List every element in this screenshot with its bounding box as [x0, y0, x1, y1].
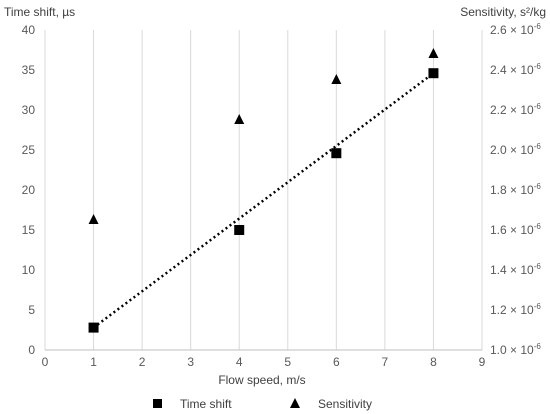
point-sensitivity [331, 74, 342, 84]
point-time-shift [234, 225, 245, 235]
point-sensitivity [234, 114, 245, 124]
y-left-tick-label: 0 [28, 343, 35, 357]
point-time-shift [331, 148, 342, 159]
grid [44, 30, 483, 351]
x-tick-label: 0 [42, 355, 49, 369]
point-time-shift [88, 322, 99, 333]
y-left-tick-label: 5 [28, 303, 35, 317]
x-tick-label: 6 [333, 355, 340, 369]
legend: Time shift Sensitivity [153, 397, 372, 411]
tick-labels: 0 1 2 3 4 5 6 7 8 9 0 5 10 15 20 25 30 35 40 1.0 × 10-6 1.2 … [22, 22, 542, 369]
legend-marker-sensitivity [290, 398, 300, 408]
x-tick-label: 5 [284, 355, 291, 369]
point-time-shift [428, 68, 439, 79]
y-right-tick-label: 2.0 × 10-6 [490, 142, 541, 157]
point-sensitivity [88, 214, 99, 224]
point-sensitivity [428, 48, 439, 58]
x-tick-label: 2 [139, 355, 146, 369]
y-left-tick-label: 35 [22, 63, 36, 77]
legend-label-sensitivity: Sensitivity [318, 397, 372, 411]
y-right-tick-label: 2.2 × 10-6 [490, 102, 541, 117]
trendline-time-shift [92, 72, 435, 329]
marks-layer [88, 48, 439, 333]
legend-marker-time-shift [153, 399, 162, 408]
y-right-tick-label: 1.4 × 10-6 [490, 262, 541, 277]
x-axis-title: Flow speed, m/s [218, 373, 305, 387]
x-tick-label: 4 [236, 355, 243, 369]
y-right-tick-label: 1.6 × 10-6 [490, 222, 541, 237]
y-right-tick-label: 2.4 × 10-6 [490, 62, 541, 77]
y-left-tick-label: 10 [22, 263, 36, 277]
y-left-tick-label: 30 [22, 103, 36, 117]
y-axis-right-title: Sensitivity, s²/kg [460, 5, 546, 19]
y-right-tick-label: 1.2 × 10-6 [490, 302, 541, 317]
y-right-tick-label: 1.0 × 10-6 [490, 342, 541, 357]
y-axis-left-title: Time shift, µs [4, 5, 75, 19]
y-left-tick-label: 20 [22, 183, 36, 197]
y-right-tick-label: 2.6 × 10-6 [490, 22, 541, 37]
x-tick-label: 9 [479, 355, 486, 369]
x-tick-label: 8 [430, 355, 437, 369]
trendline-layer [92, 72, 435, 329]
y-left-tick-label: 15 [22, 223, 36, 237]
x-tick-label: 7 [382, 355, 389, 369]
y-right-tick-label: 1.8 × 10-6 [490, 182, 541, 197]
x-tick-label: 1 [90, 355, 97, 369]
legend-label-time-shift: Time shift [180, 397, 232, 411]
x-tick-label: 3 [187, 355, 194, 369]
y-left-tick-label: 25 [22, 143, 36, 157]
y-left-tick-label: 40 [22, 23, 36, 37]
